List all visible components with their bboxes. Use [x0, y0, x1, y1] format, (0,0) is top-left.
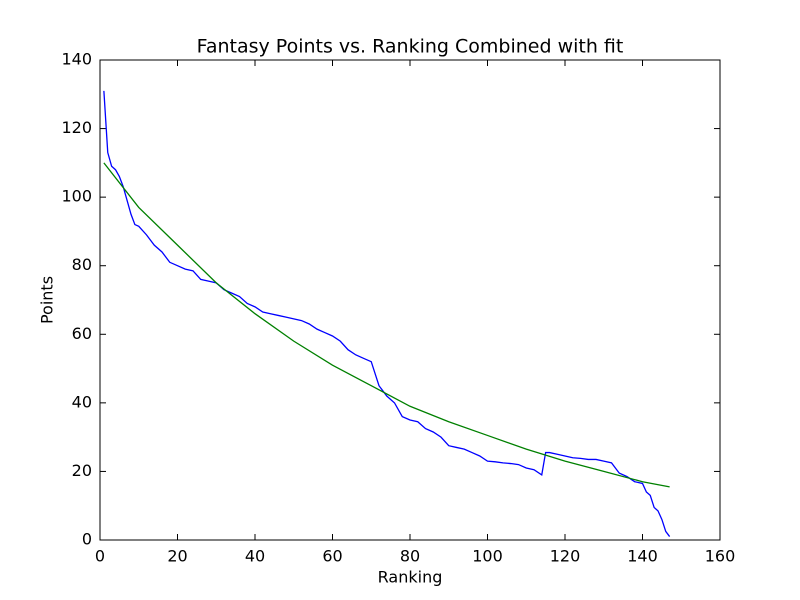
plot-frame [99, 59, 721, 541]
x-tick-label: 40 [245, 547, 265, 566]
x-tick-label: 160 [705, 547, 736, 566]
y-tick-label: 80 [72, 255, 92, 274]
y-tick-label: 40 [72, 392, 92, 411]
x-tick-label: 60 [322, 547, 342, 566]
x-tick-label: 0 [95, 547, 105, 566]
y-tick-label: 140 [61, 50, 92, 69]
y-axis-label: Points [38, 276, 57, 324]
x-tick-label: 100 [472, 547, 503, 566]
x-axis-label: Ranking [378, 568, 443, 587]
series-line [103, 162, 670, 488]
x-tick-label: 120 [550, 547, 581, 566]
chart-title: Fantasy Points vs. Ranking Combined with… [197, 36, 624, 58]
x-tick-label: 80 [400, 547, 420, 566]
y-tick-label: 0 [82, 530, 92, 549]
y-tick-label: 100 [61, 187, 92, 206]
y-tick-label: 120 [61, 118, 92, 137]
x-tick-label: 20 [167, 547, 187, 566]
y-tick-label: 20 [72, 461, 92, 480]
y-tick-label: 60 [72, 324, 92, 343]
series-line [103, 90, 671, 537]
x-tick-label: 140 [627, 547, 658, 566]
